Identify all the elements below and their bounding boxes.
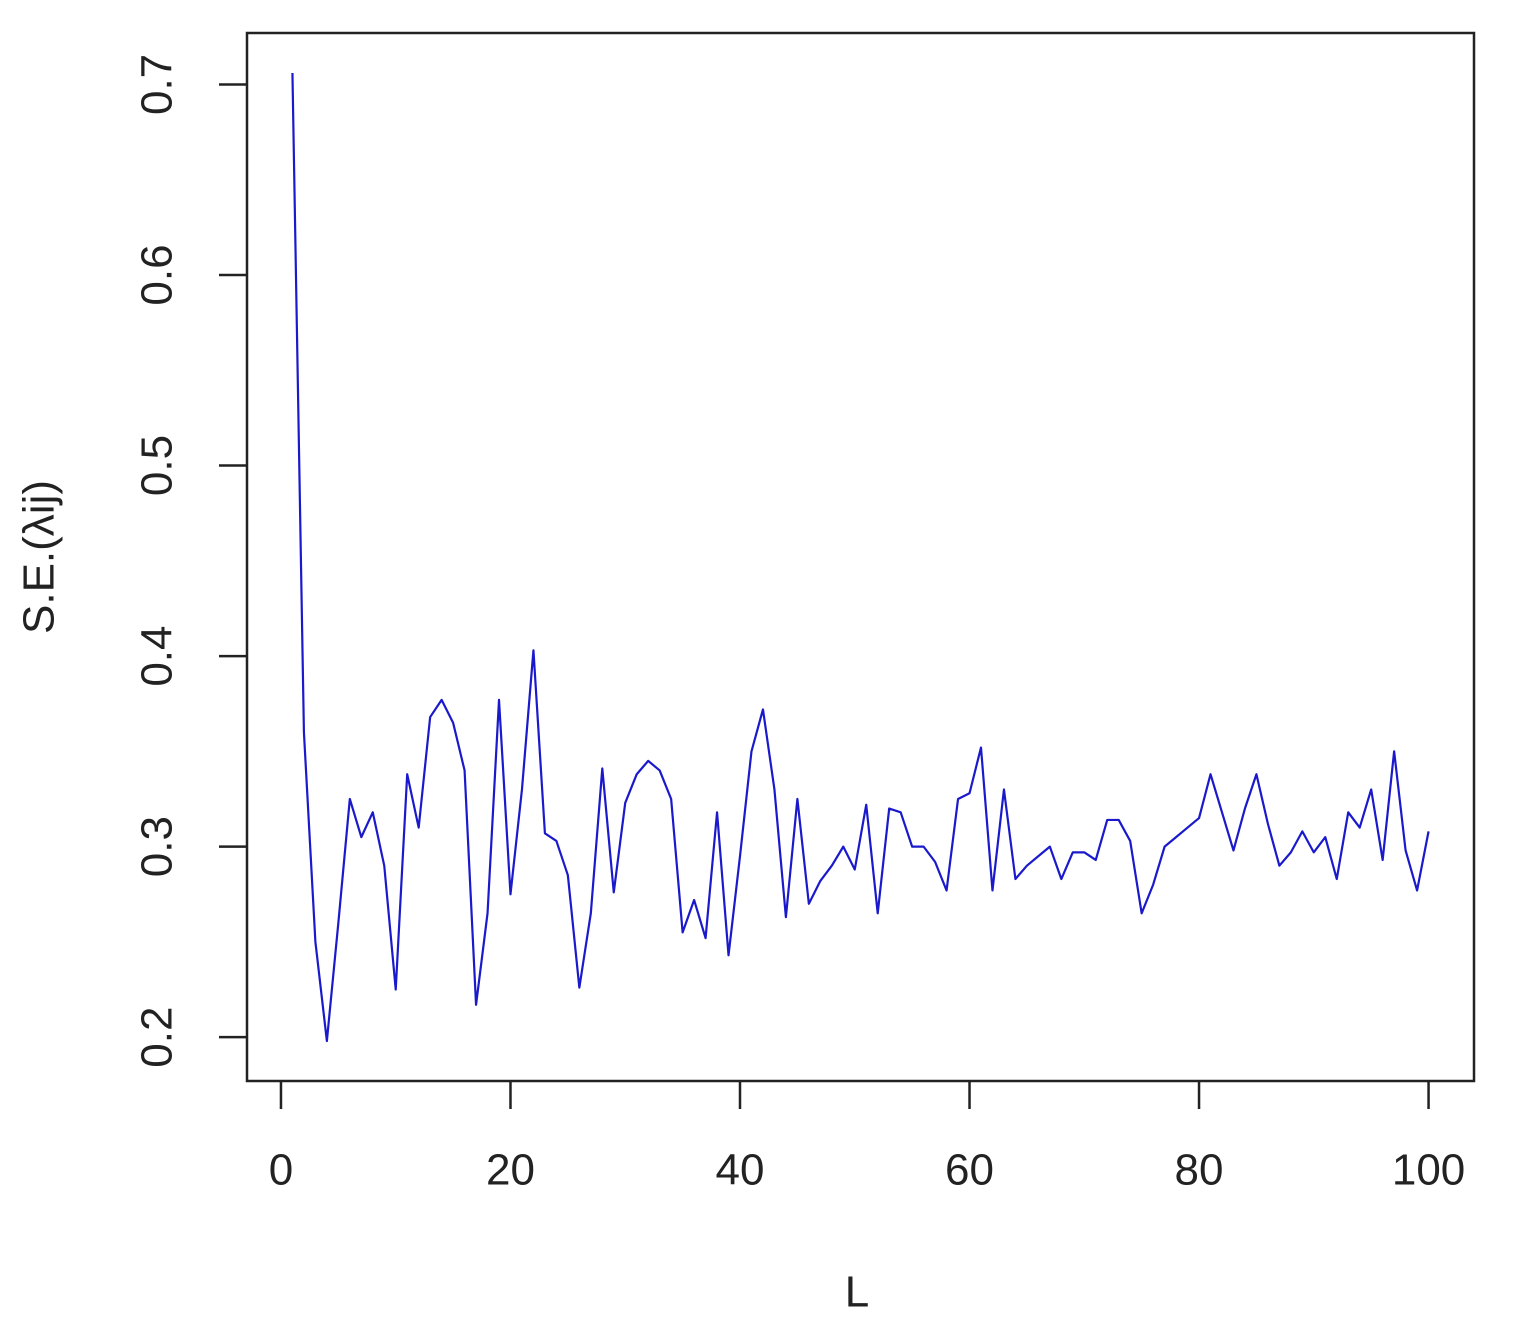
y-tick-label: 0.6: [133, 244, 182, 305]
x-tick-label: 100: [1392, 1146, 1465, 1195]
y-tick-label: 0.7: [133, 54, 182, 115]
y-tick-label: 0.2: [133, 1007, 182, 1068]
y-tick-label: 0.5: [133, 435, 182, 496]
y-tick-label: 0.3: [133, 816, 182, 877]
plot-box: [245, 31, 1476, 1083]
data-line: [291, 72, 1430, 1043]
y-axis-label: S.E.(λij): [15, 480, 64, 634]
x-tick-label: 0: [269, 1146, 293, 1195]
y-tick-label: 0.4: [133, 625, 182, 686]
x-axis-label: L: [845, 1268, 869, 1317]
x-tick-label: 60: [945, 1146, 994, 1195]
x-tick-label: 80: [1175, 1146, 1224, 1195]
x-tick-label: 20: [486, 1146, 535, 1195]
x-tick-label: 40: [716, 1146, 765, 1195]
